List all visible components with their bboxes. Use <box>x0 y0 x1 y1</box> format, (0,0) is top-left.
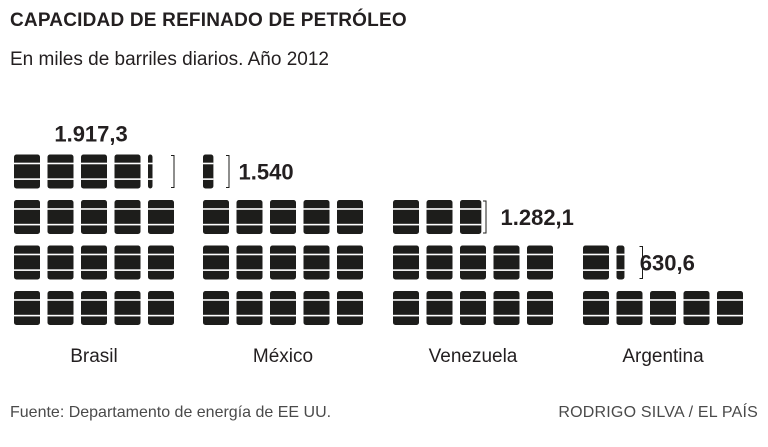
barrel-méxico <box>203 245 229 280</box>
barrel-brasil <box>148 291 174 325</box>
category-label-brasil: Brasil <box>70 346 118 367</box>
barrel-brasil <box>14 291 40 325</box>
barrel-méxico <box>236 245 263 280</box>
category-label-venezuela: Venezuela <box>429 346 518 367</box>
barrel-outline-venezuela <box>483 200 487 234</box>
barrel-méxico <box>236 291 263 325</box>
barrel-brasil <box>14 154 40 189</box>
barrel-brasil <box>14 245 40 280</box>
barrel-brasil <box>81 200 107 234</box>
barrel-venezuela <box>393 200 419 234</box>
barrel-outline-argentina <box>639 246 643 279</box>
barrel-venezuela <box>527 245 553 280</box>
barrel-méxico <box>337 245 363 280</box>
barrel-brasil <box>14 200 40 234</box>
partial-barrel-brasil <box>148 154 153 189</box>
barrel-venezuela <box>527 291 553 325</box>
barrel-brasil <box>47 154 74 189</box>
barrel-brasil <box>114 154 141 189</box>
value-label-méxico: 1.540 <box>239 160 294 185</box>
barrel-brasil <box>114 245 141 280</box>
barrel-venezuela <box>493 245 520 280</box>
barrel-outline-brasil <box>171 155 175 188</box>
barrel-venezuela <box>426 200 453 234</box>
barrel-méxico <box>303 200 330 234</box>
chart-title: CAPACIDAD DE REFINADO DE PETRÓLEO <box>10 10 407 31</box>
chart-subtitle: En miles de barriles diarios. Año 2012 <box>10 49 329 70</box>
barrel-venezuela <box>426 245 453 280</box>
barrel-venezuela <box>426 291 453 325</box>
barrel-méxico <box>236 200 263 234</box>
barrel-brasil <box>47 291 74 325</box>
barrel-argentina <box>683 291 710 325</box>
barrel-méxico <box>270 245 296 280</box>
barrel-argentina <box>650 291 676 325</box>
barrel-brasil <box>114 291 141 325</box>
barrel-brasil <box>148 245 174 280</box>
value-label-argentina: 630,6 <box>640 251 695 276</box>
category-label-argentina: Argentina <box>622 346 704 367</box>
barrel-méxico <box>203 291 229 325</box>
barrel-brasil <box>47 245 74 280</box>
barrel-argentina <box>616 291 643 325</box>
barrel-méxico <box>337 291 363 325</box>
barrel-brasil <box>148 200 174 234</box>
value-label-venezuela: 1.282,1 <box>501 205 574 230</box>
barrel-venezuela <box>460 245 486 280</box>
partial-barrel-argentina <box>616 245 625 280</box>
source-note: Fuente: Departamento de energía de EE UU… <box>10 404 332 421</box>
barrel-brasil <box>81 291 107 325</box>
barrel-méxico <box>270 200 296 234</box>
barrel-venezuela <box>393 291 419 325</box>
barrel-argentina <box>717 291 743 325</box>
category-label-méxico: México <box>253 346 313 367</box>
barrel-venezuela <box>393 245 419 280</box>
barrel-méxico <box>303 291 330 325</box>
barrel-brasil <box>114 200 141 234</box>
barrel-méxico <box>270 291 296 325</box>
barrel-brasil <box>81 154 107 189</box>
barrel-venezuela <box>460 291 486 325</box>
value-label-brasil: 1.917,3 <box>54 122 127 147</box>
barrel-argentina <box>583 291 609 325</box>
barrel-argentina <box>583 245 609 280</box>
partial-barrel-venezuela <box>460 200 482 234</box>
barrel-venezuela <box>493 291 520 325</box>
partial-barrel-méxico <box>203 154 214 189</box>
barrel-outline-méxico <box>226 155 230 188</box>
barrel-méxico <box>203 200 229 234</box>
barrel-méxico <box>337 200 363 234</box>
author-credit: RODRIGO SILVA / EL PAÍS <box>558 404 758 421</box>
barrel-méxico <box>303 245 330 280</box>
barrel-brasil <box>47 200 74 234</box>
barrel-brasil <box>81 245 107 280</box>
